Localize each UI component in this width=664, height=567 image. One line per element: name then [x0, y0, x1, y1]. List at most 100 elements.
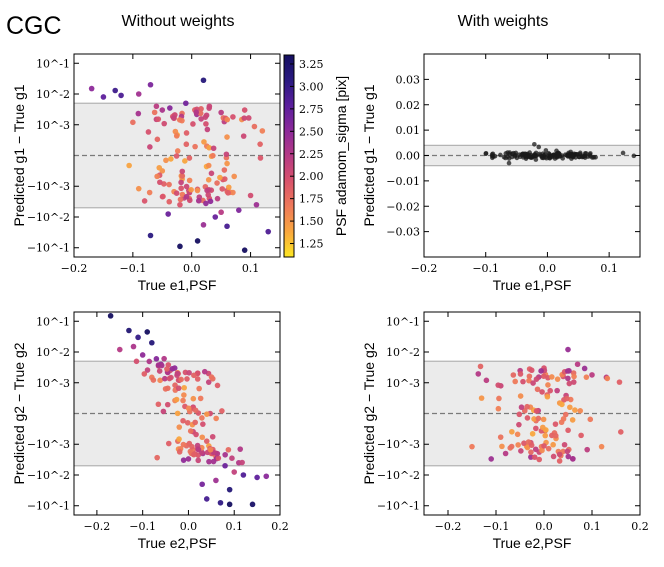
- data-point: [165, 440, 172, 447]
- y-tick-label: −10^-3: [377, 438, 420, 451]
- data-point: [618, 429, 624, 435]
- panel-g1-with-weights: −0.2 −0.1 0.0 0.1 0.03 0.02 0.01 0.00 −0.01 −0.02…: [361, 53, 641, 293]
- data-point: [135, 185, 142, 192]
- data-point: [552, 421, 559, 427]
- data-point: [174, 148, 181, 154]
- y-axis-label: Predicted g1 − True g1: [361, 84, 377, 226]
- data-point: [503, 151, 509, 156]
- data-point: [147, 144, 153, 150]
- data-point: [521, 440, 527, 447]
- y-tick-label: −0.02: [386, 200, 420, 213]
- data-point: [166, 181, 172, 188]
- x-tick-label: −0.1: [129, 520, 156, 533]
- data-point: [543, 148, 549, 153]
- data-point: [208, 170, 215, 177]
- data-point: [206, 105, 212, 111]
- y-tick-label: −10^-3: [27, 180, 70, 193]
- data-point: [540, 416, 547, 423]
- data-point: [160, 408, 167, 415]
- data-point: [118, 92, 124, 99]
- data-point: [176, 449, 183, 455]
- data-point: [126, 327, 132, 334]
- col-title-with-weights: With weights: [458, 13, 549, 30]
- data-point: [604, 375, 611, 382]
- data-point: [552, 432, 559, 439]
- data-point: [217, 174, 223, 181]
- data-point: [533, 376, 540, 382]
- x-tick-label: −0.1: [472, 262, 499, 275]
- data-point: [265, 228, 272, 235]
- data-point: [531, 416, 537, 422]
- data-point: [508, 443, 515, 450]
- data-point: [156, 368, 163, 374]
- data-point: [201, 139, 207, 145]
- data-point: [224, 160, 230, 167]
- x-tick-label: 0.2: [631, 520, 649, 533]
- data-point: [206, 458, 212, 465]
- data-point: [195, 457, 202, 464]
- data-point: [263, 473, 270, 480]
- data-point: [212, 214, 219, 220]
- y-tick-label: 10^-1: [386, 315, 420, 328]
- y-tick-label: −10^-2: [27, 211, 70, 224]
- data-point: [146, 189, 153, 196]
- data-point: [173, 153, 180, 159]
- data-point: [568, 149, 573, 155]
- data-point: [170, 115, 177, 121]
- data-point: [565, 375, 571, 382]
- data-point: [187, 428, 194, 434]
- data-point: [199, 481, 205, 488]
- data-point: [565, 427, 571, 434]
- data-point: [247, 192, 254, 199]
- data-point: [545, 445, 552, 452]
- colorbar-gradient: [283, 54, 295, 258]
- data-point: [531, 454, 538, 460]
- data-point: [556, 451, 563, 458]
- y-tick-label: −10^-1: [377, 500, 420, 513]
- data-point: [178, 376, 184, 383]
- data-point: [501, 154, 507, 160]
- data-point: [130, 119, 136, 126]
- data-point: [540, 373, 547, 379]
- data-point: [478, 395, 485, 401]
- data-point: [529, 430, 536, 437]
- data-point: [517, 393, 524, 399]
- data-point: [153, 103, 160, 110]
- data-point: [520, 378, 526, 385]
- data-point: [498, 152, 503, 158]
- data-point: [254, 474, 260, 481]
- data-point: [178, 185, 184, 192]
- data-point: [183, 183, 190, 190]
- data-point: [205, 192, 212, 198]
- data-point: [569, 417, 576, 423]
- colorbar-tick-label: 2.25: [299, 148, 324, 161]
- colorbar-tick-label: 1.75: [299, 193, 324, 206]
- data-point: [168, 156, 174, 162]
- data-point: [203, 121, 209, 127]
- data-point: [225, 184, 232, 191]
- data-point: [524, 444, 531, 451]
- data-point: [177, 201, 183, 208]
- data-point: [218, 109, 224, 116]
- data-point: [528, 442, 535, 448]
- data-point: [544, 155, 549, 161]
- data-point: [178, 179, 184, 186]
- data-point: [251, 123, 258, 130]
- data-point: [183, 100, 189, 107]
- data-point: [566, 368, 572, 374]
- data-point: [570, 379, 577, 385]
- data-point: [208, 374, 215, 380]
- data-point: [536, 144, 542, 150]
- data-point: [221, 167, 228, 173]
- data-point: [191, 372, 197, 379]
- data-point: [147, 232, 154, 239]
- data-point: [230, 114, 236, 120]
- data-point: [164, 401, 171, 408]
- data-point: [135, 91, 142, 97]
- data-point: [209, 433, 216, 440]
- data-point: [164, 366, 170, 372]
- data-point: [222, 462, 228, 469]
- colorbar-tick-label: 1.50: [299, 215, 324, 228]
- data-point: [495, 405, 502, 412]
